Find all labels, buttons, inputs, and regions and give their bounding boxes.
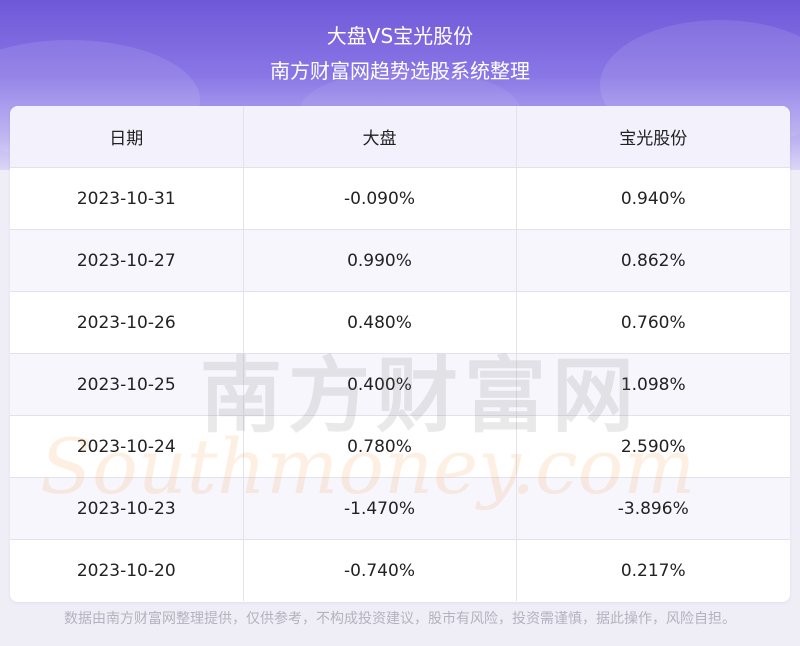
cell-market: 0.780% [243, 415, 517, 478]
cell-stock: 0.940% [516, 167, 790, 230]
cell-market: -0.090% [243, 167, 517, 230]
table-row: 2023-10-20 -0.740% 0.217% [10, 539, 790, 601]
cell-date: 2023-10-27 [10, 229, 244, 292]
table-row: 2023-10-25 0.400% 1.098% [10, 353, 790, 416]
cell-stock: -3.896% [516, 477, 790, 540]
cell-date: 2023-10-24 [10, 415, 244, 478]
page-subtitle: 南方财富网趋势选股系统整理 [270, 59, 530, 83]
disclaimer-text: 数据由南方财富网整理提供，仅供参考，不构成投资建议，股市有风险，投资需谨慎，据此… [64, 611, 736, 627]
cell-date: 2023-10-23 [10, 477, 244, 540]
table-row: 2023-10-23 -1.470% -3.896% [10, 477, 790, 540]
table-header-row: 日期 大盘 宝光股份 [10, 106, 790, 168]
cell-market: 0.400% [243, 353, 517, 416]
table-row: 2023-10-31 -0.090% 0.940% [10, 167, 790, 230]
cell-stock: 2.590% [516, 415, 790, 478]
cell-stock: 0.862% [516, 229, 790, 292]
cell-market: 0.990% [243, 229, 517, 292]
table-row: 2023-10-27 0.990% 0.862% [10, 229, 790, 292]
cell-date: 2023-10-20 [10, 539, 244, 601]
table-row: 2023-10-26 0.480% 0.760% [10, 291, 790, 354]
cell-date: 2023-10-31 [10, 167, 244, 230]
column-header-date: 日期 [10, 106, 244, 168]
cell-stock: 1.098% [516, 353, 790, 416]
cell-market: -0.740% [243, 539, 517, 601]
cell-stock: 0.760% [516, 291, 790, 354]
page-title: 大盘VS宝光股份 [326, 24, 474, 48]
cell-date: 2023-10-26 [10, 291, 244, 354]
cell-date: 2023-10-25 [10, 353, 244, 416]
table-row: 2023-10-24 0.780% 2.590% [10, 415, 790, 478]
column-header-market: 大盘 [243, 106, 517, 168]
cell-market: 0.480% [243, 291, 517, 354]
cell-stock: 0.217% [516, 539, 790, 601]
column-header-stock: 宝光股份 [516, 106, 790, 168]
cell-market: -1.470% [243, 477, 517, 540]
comparison-table: 日期 大盘 宝光股份 2023-10-31 -0.090% 0.940% 202… [10, 106, 790, 601]
data-table-card: 日期 大盘 宝光股份 2023-10-31 -0.090% 0.940% 202… [10, 106, 790, 602]
